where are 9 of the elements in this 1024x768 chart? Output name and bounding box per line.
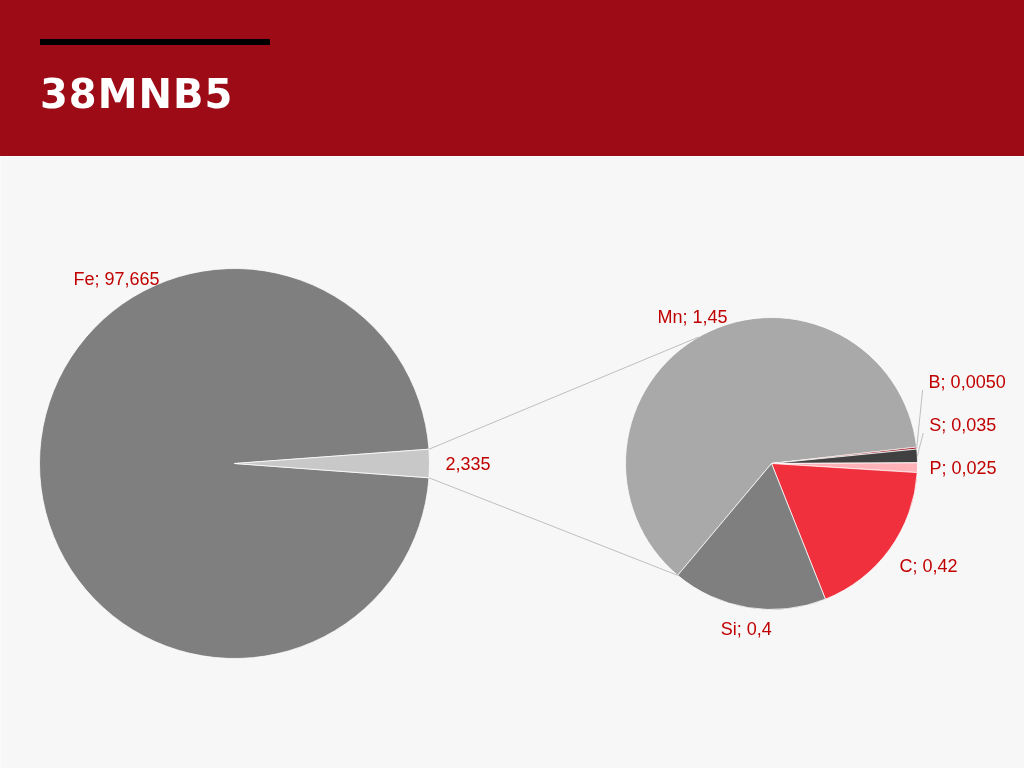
slice-label: Mn; 1,45 <box>657 306 728 327</box>
chart-title: 38MNB5 <box>40 70 234 118</box>
slice-label: S; 0,035 <box>929 415 997 436</box>
slice-label: Si; 0,4 <box>720 619 772 640</box>
slice-label: C; 0,42 <box>899 556 958 577</box>
data-label: 2,335 <box>445 454 491 474</box>
slice-label: Fe; 97,665 <box>73 268 160 289</box>
slice-label: P; 0,025 <box>929 458 997 479</box>
slice-label: B; 0,0050 <box>928 372 1006 393</box>
